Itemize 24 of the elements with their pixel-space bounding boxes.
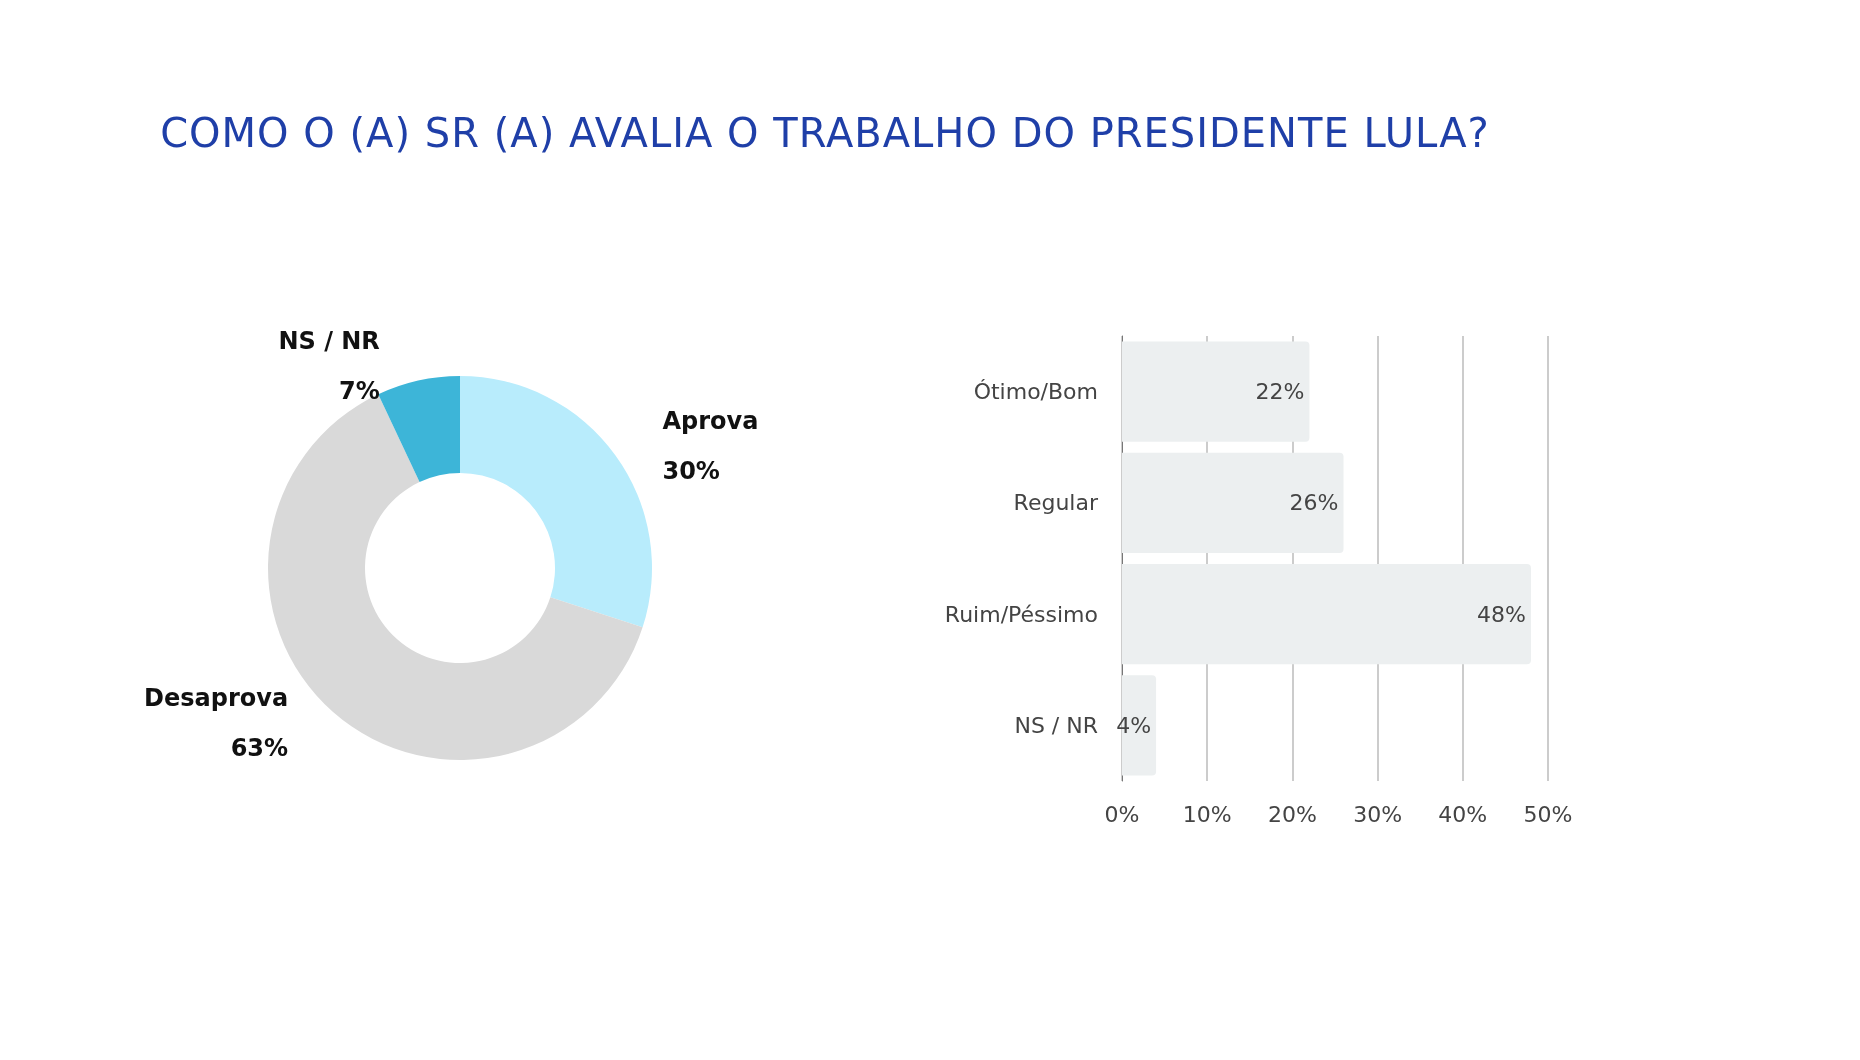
bar: [1122, 341, 1310, 442]
data-label: 48%: [1477, 601, 1526, 627]
x-tick-label: 20%: [1267, 801, 1317, 827]
data-label: 63%: [230, 734, 289, 763]
y-tick-label: Ótimo/Bom: [973, 379, 1098, 405]
bar: [1122, 452, 1344, 553]
x-tick-label: 40%: [1438, 801, 1488, 827]
slice-label: Desaprova: [144, 684, 289, 713]
bar: [1122, 564, 1531, 665]
y-tick-label: Regular: [1013, 490, 1099, 516]
x-tick-label: 50%: [1523, 801, 1573, 827]
y-tick-label: NS / NR: [1014, 712, 1098, 738]
slice-label: NS / NR: [278, 326, 380, 355]
data-label: 7%: [339, 376, 380, 405]
x-tick-label: 0%: [1104, 801, 1140, 827]
data-label: 22%: [1255, 379, 1305, 405]
y-tick-label: Ruim/Péssimo: [944, 601, 1098, 627]
slice-label: Aprova: [662, 407, 759, 436]
chart-title: COMO O (A) SR (A) AVALIA O TRABALHO DO PRESIDENTE LULA?: [159, 110, 1491, 156]
data-label: 30%: [662, 457, 720, 486]
x-tick-label: 30%: [1353, 801, 1403, 827]
data-label: 26%: [1289, 490, 1339, 516]
data-label: 4%: [1116, 712, 1152, 738]
x-tick-label: 10%: [1182, 801, 1232, 827]
